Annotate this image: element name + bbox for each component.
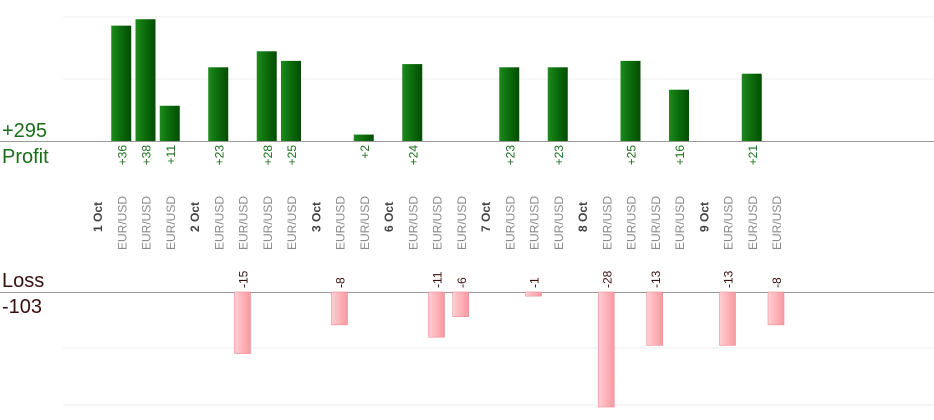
pair-label: EUR/USD (115, 196, 129, 250)
profit-value-label: +23 (503, 145, 517, 166)
loss-bar (428, 291, 445, 338)
pair-label: EUR/USD (770, 196, 784, 250)
profit-label: Profit (2, 146, 49, 168)
pair-label: EUR/USD (406, 196, 420, 250)
pair-label: EUR/USD (358, 196, 372, 250)
date-label: 6 Oct (382, 202, 396, 232)
profit-value-label: +25 (285, 145, 299, 166)
date-label: 7 Oct (479, 202, 493, 232)
pair-label: EUR/USD (649, 196, 663, 250)
pair-label: EUR/USD (746, 196, 760, 250)
loss-bar (525, 291, 542, 297)
profit-bar (499, 67, 520, 141)
bars-layer (111, 19, 785, 408)
loss-total: -103 (2, 296, 43, 318)
pair-label: EUR/USD (455, 196, 469, 250)
pair-label: EUR/USD (673, 196, 687, 250)
profit-bar (281, 60, 301, 141)
date-label: 1 Oct (91, 202, 105, 232)
pair-label: EUR/USD (334, 196, 348, 250)
profit-value-label: +23 (552, 145, 566, 166)
loss-bar (452, 291, 470, 317)
date-label: 3 Oct (309, 202, 323, 232)
profit-value-label: +24 (406, 145, 420, 166)
loss-value-label: -8 (770, 277, 784, 288)
loss-value-label: -6 (455, 277, 469, 288)
profit-bar (620, 60, 641, 141)
profit-value-label: +21 (746, 145, 760, 166)
profit-bar (208, 67, 229, 141)
profit-value-label: +28 (261, 145, 275, 166)
profit-bar (159, 105, 180, 141)
loss-bar (646, 291, 664, 346)
loss-value-label: -15 (237, 270, 251, 288)
pair-label: EUR/USD (140, 196, 154, 250)
profit-value-label: +38 (140, 145, 154, 166)
profit-value-label: +11 (164, 145, 178, 165)
labels-layer: 1 Oct EUR/USD +36 EUR/USD +38 EUR/USD +11 2 Oct… (91, 145, 784, 288)
profit-bar (111, 25, 132, 141)
pair-label: EUR/USD (625, 196, 639, 250)
pair-label: EUR/USD (237, 196, 251, 250)
loss-bar (719, 291, 736, 346)
pair-label: EUR/USD (285, 196, 299, 250)
profit-value-label: +16 (673, 145, 687, 166)
loss-value-label: -28 (600, 270, 614, 288)
date-label: 9 Oct (697, 202, 711, 232)
loss-bar (597, 291, 615, 408)
loss-value-label: -11 (431, 271, 445, 288)
profit-bar (256, 51, 277, 141)
loss-bar (331, 291, 348, 326)
pair-label: EUR/USD (503, 196, 517, 250)
profit-bar (741, 73, 762, 141)
loss-bar (234, 291, 251, 354)
date-label: 8 Oct (576, 202, 590, 232)
pair-label: EUR/USD (431, 196, 445, 250)
date-label: 2 Oct (188, 202, 202, 232)
pair-label: EUR/USD (261, 196, 275, 250)
pair-label: EUR/USD (600, 196, 614, 250)
profit-bar (547, 67, 568, 141)
profit-total: +295 (2, 120, 48, 142)
loss-value-label: -13 (722, 270, 736, 288)
loss-value-label: -1 (528, 277, 542, 288)
loss-value-label: -8 (334, 277, 348, 288)
pair-label: EUR/USD (722, 196, 736, 250)
profit-bar (402, 64, 423, 141)
loss-bar (767, 291, 785, 326)
pair-label: EUR/USD (164, 196, 178, 250)
profit-bar (669, 89, 689, 141)
loss-value-label: -13 (649, 270, 663, 288)
profit-bar (353, 134, 374, 141)
pair-label: EUR/USD (212, 196, 226, 250)
pair-label: EUR/USD (552, 196, 566, 250)
pair-label: EUR/USD (528, 196, 542, 250)
loss-label: Loss (2, 270, 45, 292)
profit-value-label: +36 (115, 145, 129, 166)
profit-value-label: +25 (625, 145, 639, 166)
profit-value-label: +23 (212, 145, 226, 166)
profit-bar (135, 19, 156, 141)
profit-value-label: +2 (358, 145, 372, 159)
